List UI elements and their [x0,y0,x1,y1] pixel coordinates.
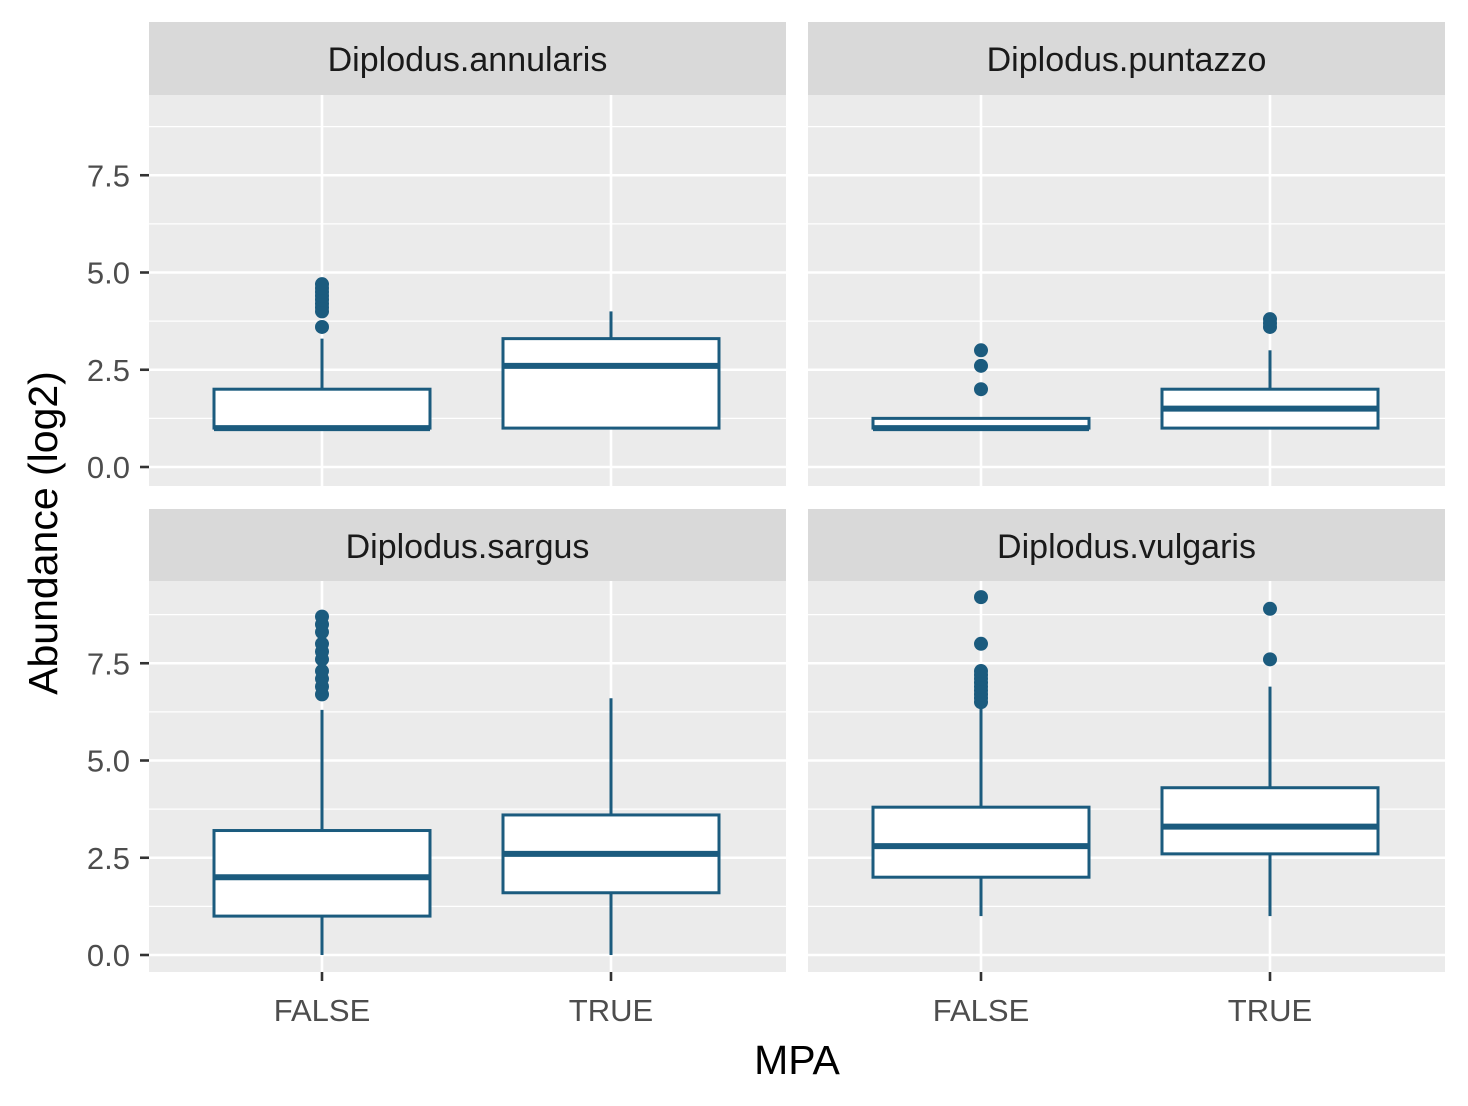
facet-strip-label: Diplodus.puntazzo [987,41,1267,79]
y-tick-label: 0.0 [87,450,130,485]
facet-strip-label: Diplodus.sargus [346,528,590,566]
facet-strip-label: Diplodus.annularis [328,41,608,79]
boxplot-true [1160,601,1380,917]
facet-strip-label: Diplodus.vulgaris [997,528,1256,566]
y-tick-label: 2.5 [87,841,130,876]
facet-panel: Diplodus.vulgaris [808,509,1445,972]
y-tick-label: 5.0 [87,744,130,779]
facet-panel: Diplodus.annularis [149,22,786,486]
boxplot-true [501,698,721,955]
x-tick-label: FALSE [933,993,1030,1028]
x-tick-label: TRUE [569,993,653,1028]
outlier-point [1263,601,1277,616]
box-iqr [212,829,432,918]
outlier-point [974,382,988,397]
boxplot-false [871,343,1091,432]
x-axis-title: MPA [754,1037,840,1083]
boxplot-true [1160,312,1380,430]
x-tick-label: FALSE [274,993,371,1028]
box-iqr [871,805,1091,879]
box-iqr [212,387,432,430]
facet-strip [149,509,786,581]
y-tick-label: 5.0 [87,256,130,291]
outlier-point [974,664,988,679]
outlier-point [974,358,988,373]
facet-panel: Diplodus.sargus [149,509,786,972]
box-iqr [501,337,721,430]
facet-strip [808,509,1445,581]
outlier-point [315,319,329,334]
box-iqr [1160,786,1380,856]
boxplot-false [212,609,432,955]
outlier-point [1263,652,1277,667]
y-tick-label: 2.5 [87,353,130,388]
y-axis-title: Abundance (log2) [20,371,66,695]
x-tick-label: TRUE [1228,993,1312,1028]
outlier-point [974,636,988,651]
outlier-point [1263,312,1277,327]
outlier-point [315,664,329,679]
outlier-point [315,636,329,651]
y-tick-label: 7.5 [87,646,130,681]
boxplot-false [212,277,432,432]
y-tick-label: 0.0 [87,938,130,973]
boxplot-true [501,311,721,430]
outlier-point [315,277,329,292]
y-tick-label: 7.5 [87,158,130,193]
facet-strip [808,22,1445,95]
facet-panel: Diplodus.puntazzo [808,22,1445,486]
axes: 0.0 2.5 5.0 7.5 0.0 2.5 5.0 7.5 FALSE TRUE FALSE TR… [87,158,1312,1028]
facet-panels: Diplodus.annularis Diplodus.puntazzo Diplo… [149,22,1445,972]
outlier-point [315,609,329,624]
facet-strip [149,22,786,95]
boxplot-false [871,590,1091,917]
outlier-point [974,590,988,605]
outlier-point [974,343,988,358]
panel-background [808,581,1445,972]
